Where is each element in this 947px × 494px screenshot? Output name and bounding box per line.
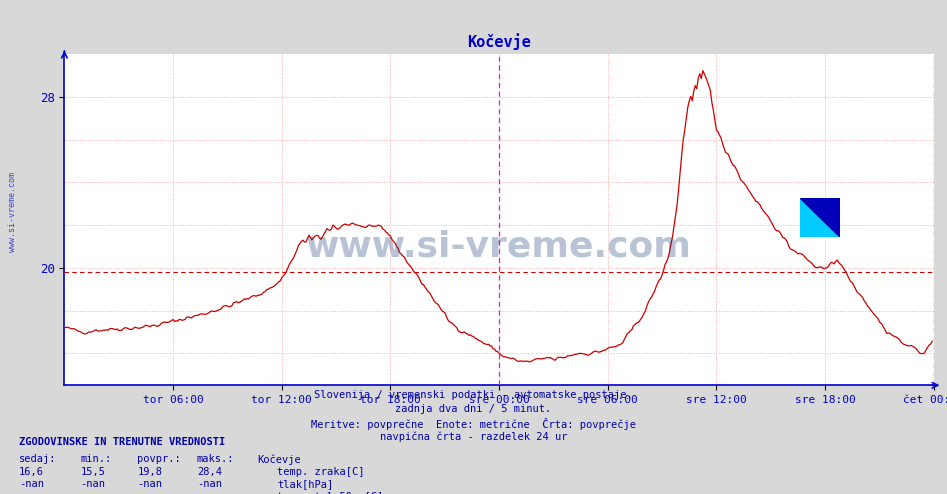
Title: Kočevje: Kočevje (467, 34, 531, 50)
Text: zadnja dva dni / 5 minut.: zadnja dva dni / 5 minut. (396, 404, 551, 414)
Text: maks.:: maks.: (197, 454, 235, 464)
Polygon shape (800, 198, 840, 237)
Text: navpična črta - razdelek 24 ur: navpična črta - razdelek 24 ur (380, 432, 567, 442)
Text: 28,4: 28,4 (197, 467, 222, 477)
Text: -nan: -nan (137, 492, 162, 494)
Text: 16,6: 16,6 (19, 467, 44, 477)
Text: tlak[hPa]: tlak[hPa] (277, 479, 333, 489)
Text: sedaj:: sedaj: (19, 454, 57, 464)
Text: min.:: min.: (80, 454, 112, 464)
Text: temp. tal 50cm[C]: temp. tal 50cm[C] (277, 492, 384, 494)
Text: ZGODOVINSKE IN TRENUTNE VREDNOSTI: ZGODOVINSKE IN TRENUTNE VREDNOSTI (19, 437, 225, 447)
Text: temp. zraka[C]: temp. zraka[C] (277, 467, 365, 477)
Text: -nan: -nan (197, 492, 222, 494)
Polygon shape (800, 198, 840, 237)
Text: www.si-vreme.com: www.si-vreme.com (306, 229, 692, 263)
Text: -nan: -nan (80, 492, 105, 494)
Text: -nan: -nan (137, 479, 162, 489)
Text: povpr.:: povpr.: (137, 454, 181, 464)
Text: -nan: -nan (197, 479, 222, 489)
Text: www.si-vreme.com: www.si-vreme.com (8, 172, 17, 252)
Text: Slovenija / vremenski podatki - avtomatske postaje.: Slovenija / vremenski podatki - avtomats… (314, 390, 633, 400)
Text: -nan: -nan (80, 479, 105, 489)
Text: 19,8: 19,8 (137, 467, 162, 477)
Text: Kočevje: Kočevje (258, 454, 301, 465)
Text: 15,5: 15,5 (80, 467, 105, 477)
Text: -nan: -nan (19, 479, 44, 489)
Text: -nan: -nan (19, 492, 44, 494)
Text: Meritve: povprečne  Enote: metrične  Črta: povprečje: Meritve: povprečne Enote: metrične Črta:… (311, 418, 636, 430)
